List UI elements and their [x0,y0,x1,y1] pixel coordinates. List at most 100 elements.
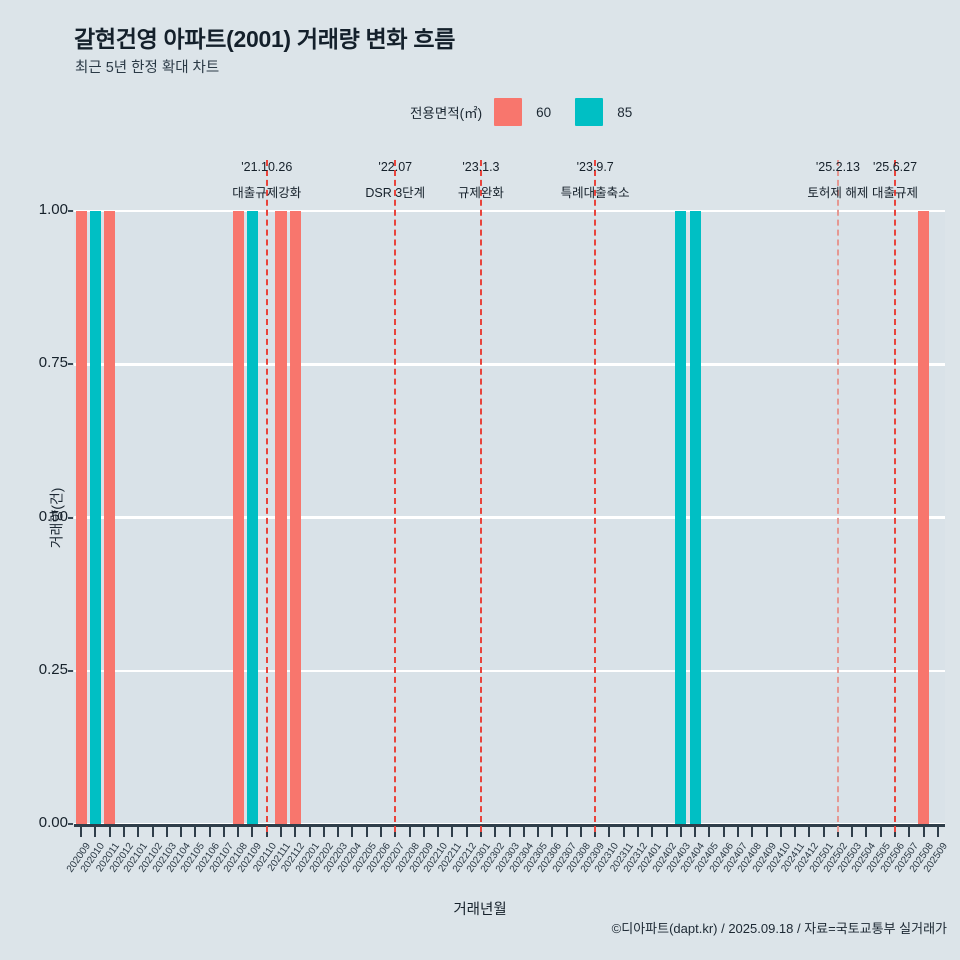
x-tick-mark [565,826,568,837]
x-tick-mark [808,826,811,837]
bar[interactable] [75,211,87,824]
gridline [74,209,945,213]
x-tick-mark [165,826,168,837]
x-tick-mark [237,826,240,837]
x-tick-mark [708,826,711,837]
annotation-line [479,160,482,832]
y-tick-mark [68,363,73,366]
x-axis-title: 거래년월 [453,902,507,918]
x-tick-mark [422,826,425,837]
x-tick-mark [108,826,111,837]
x-tick-mark [879,826,882,837]
x-tick-mark [579,826,582,837]
bar[interactable] [232,211,244,824]
x-tick-mark [322,826,325,837]
x-tick-mark [851,826,854,837]
annotation-text: 대출규제 [872,186,919,200]
annotation-date: '25.6.27 [872,160,918,174]
x-tick-mark [665,826,668,837]
x-tick-mark [908,826,911,837]
x-tick-mark [651,826,654,837]
x-tick-mark [508,826,511,837]
x-tick-mark [251,826,254,837]
x-tick-mark [622,826,625,837]
x-tick-mark [722,826,725,837]
bar[interactable] [89,211,101,824]
legend-label-60: 60 [536,104,552,120]
legend-title: 전용면적(㎡) [410,106,483,121]
chart-legend: 전용면적(㎡) 60 85 [410,97,632,127]
y-tick-mark [68,516,73,519]
y-tick-label: 0.25 [38,660,68,678]
x-tick-mark [222,826,225,837]
page-subtitle: 최근 5년 한정 확대 차트 [75,60,220,76]
annotation-line [265,160,268,832]
x-tick-mark [465,826,468,837]
bar[interactable] [675,211,687,824]
x-tick-mark [308,826,311,837]
x-axis-line [74,824,945,827]
annotation-line [594,160,597,832]
x-tick-mark [94,826,97,837]
x-tick-mark [122,826,125,837]
x-tick-mark [151,826,154,837]
x-tick-mark [922,826,925,837]
bar[interactable] [289,211,301,824]
annotation-line [836,160,839,832]
plot-area: 거래량(건) [48,209,945,826]
x-tick-mark [794,826,797,837]
annotation-text: DSR 3단계 [365,186,426,200]
annotation-text: 대출규제강화 [232,186,302,200]
x-tick-mark [765,826,768,837]
bar[interactable] [689,211,701,824]
x-tick-mark [379,826,382,837]
x-tick-mark [494,826,497,837]
x-tick-mark [608,826,611,837]
x-tick-mark [365,826,368,837]
annotation-line [894,160,897,832]
y-tick-label: 1.00 [38,201,68,218]
x-tick-mark [537,826,540,837]
x-tick-mark [694,826,697,837]
x-tick-mark [736,826,739,837]
bar[interactable] [246,211,259,824]
x-tick-mark [865,826,868,837]
x-tick-mark [351,826,354,837]
x-tick-mark [751,826,754,837]
x-tick-mark [180,826,183,837]
bar[interactable] [275,211,287,824]
bar[interactable] [918,211,930,824]
y-tick-mark [68,210,73,212]
page-title: 갈현건영 아파트(2001) 거래량 변화 흐름 [74,26,456,52]
y-tick-label: 0.75 [38,354,68,372]
annotation-text: 특례대출축소 [560,186,630,200]
bar[interactable] [104,211,116,824]
x-tick-mark [337,826,340,837]
x-tick-mark [80,826,83,837]
x-tick-mark [208,826,211,837]
y-tick-mark [68,669,73,672]
annotation-text: 토허제 해제 [807,186,869,200]
annotation-date: '23.1.3 [462,160,500,174]
x-tick-mark [194,826,197,837]
x-tick-mark [408,826,411,837]
legend-swatch-85 [575,98,604,126]
x-tick-mark [522,826,525,837]
annotation-date: '25.2.13 [815,160,860,174]
x-tick-mark [822,826,825,837]
x-tick-mark [637,826,639,837]
legend-swatch-60 [494,98,523,126]
gridline [74,516,945,519]
annotation-date: '21.10.26 [241,160,293,174]
y-tick-label: 0.50 [38,507,68,525]
annotation-date: '22.07 [378,160,413,174]
x-tick-mark [679,826,682,837]
x-tick-mark [936,826,939,837]
gridline [74,363,945,366]
x-tick-mark [779,826,782,837]
x-tick-mark [294,826,297,837]
x-tick-mark [451,826,454,837]
gridline [74,669,945,673]
footer-credit: ©디아파트(dapt.kr) / 2025.09.18 / 자료=국토교통부 실… [611,921,947,936]
